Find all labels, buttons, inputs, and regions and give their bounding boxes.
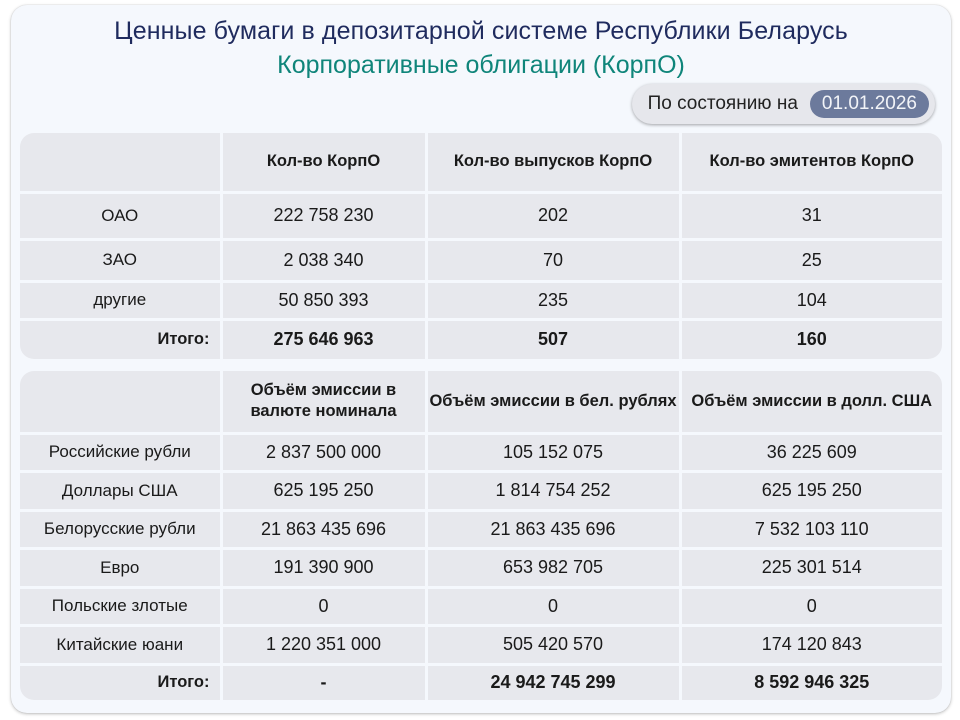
total-value: - [219, 662, 428, 700]
table-row: Евро 191 390 900 653 982 705 225 301 514 [20, 547, 942, 589]
column-header-empty [20, 371, 223, 435]
table-row: Польские злотые 0 0 0 [20, 585, 942, 627]
as-of-date: 01.01.2026 [809, 90, 929, 118]
cell-value: 625 195 250 [219, 470, 428, 512]
corp-bonds-count-table: Кол-во КорпО Кол-во выпусков КорпО Кол-в… [20, 133, 942, 359]
total-value: 160 [678, 317, 942, 359]
cell-value: 36 225 609 [678, 431, 942, 473]
table-row: Доллары США 625 195 250 1 814 754 252 62… [20, 470, 942, 512]
cell-value: 0 [678, 585, 942, 627]
table-row: ЗАО 2 038 340 70 25 [20, 237, 942, 283]
column-header-issues-count: Кол-во выпусков КорпО [424, 133, 682, 194]
cell-value: 0 [219, 585, 428, 627]
cell-value: 2 038 340 [219, 237, 428, 283]
table-row: Белорусские рубли 21 863 435 696 21 863 … [20, 508, 942, 550]
cell-value: 105 152 075 [424, 431, 682, 473]
column-header-issuers-count: Кол-во эмитентов КорпО [678, 133, 942, 194]
column-header-usd: Объём эмиссии в долл. США [678, 371, 942, 435]
cell-value: 21 863 435 696 [219, 508, 428, 550]
cell-value: 174 120 843 [678, 624, 942, 666]
cell-value: 104 [678, 279, 942, 321]
total-label: Итого: [20, 317, 223, 359]
cell-value: 25 [678, 237, 942, 283]
row-label: Белорусские рубли [20, 508, 223, 550]
row-label: Евро [20, 547, 223, 589]
column-header-bonds-count: Кол-во КорпО [219, 133, 428, 194]
cell-value: 202 [424, 190, 682, 241]
total-value: 275 646 963 [219, 317, 428, 359]
table-row: Российские рубли 2 837 500 000 105 152 0… [20, 431, 942, 473]
as-of-label: По состоянию на [647, 93, 798, 114]
cell-value: 2 837 500 000 [219, 431, 428, 473]
table-row: ОАО 222 758 230 202 31 [20, 190, 942, 241]
emission-volume-table: Объём эмиссии в валюте номинала Объём эм… [20, 371, 942, 700]
column-header-nominal-currency: Объём эмиссии в валюте номинала [219, 371, 428, 435]
column-header-byn: Объём эмиссии в бел. рублях [424, 371, 682, 435]
cell-value: 1 220 351 000 [219, 624, 428, 666]
row-label: Российские рубли [20, 431, 223, 473]
cell-value: 235 [424, 279, 682, 321]
table-row: другие 50 850 393 235 104 [20, 279, 942, 321]
cell-value: 7 532 103 110 [678, 508, 942, 550]
cell-value: 50 850 393 [219, 279, 428, 321]
cell-value: 222 758 230 [219, 190, 428, 241]
table-header-row: Объём эмиссии в валюте номинала Объём эм… [20, 371, 942, 435]
total-value: 8 592 946 325 [678, 662, 942, 700]
cell-value: 1 814 754 252 [424, 470, 682, 512]
as-of-date-badge: По состоянию на 01.01.2026 [631, 84, 935, 124]
row-label: Польские злотые [20, 585, 223, 627]
table-row: Китайские юани 1 220 351 000 505 420 570… [20, 624, 942, 666]
page-title: Ценные бумаги в депозитарной системе Рес… [114, 17, 848, 45]
report-card: Ценные бумаги в депозитарной системе Рес… [11, 5, 951, 713]
page-subtitle: Корпоративные облигации (КорпО) [277, 51, 685, 79]
total-value: 24 942 745 299 [424, 662, 682, 700]
cell-value: 31 [678, 190, 942, 241]
cell-value: 0 [424, 585, 682, 627]
total-value: 507 [424, 317, 682, 359]
column-header-empty [20, 133, 223, 194]
cell-value: 625 195 250 [678, 470, 942, 512]
cell-value: 70 [424, 237, 682, 283]
cell-value: 505 420 570 [424, 624, 682, 666]
row-label: Китайские юани [20, 624, 223, 666]
row-label: ОАО [20, 190, 223, 241]
total-row: Итого: 275 646 963 507 160 [20, 317, 942, 359]
row-label: ЗАО [20, 237, 223, 283]
total-row: Итого: - 24 942 745 299 8 592 946 325 [20, 662, 942, 700]
cell-value: 21 863 435 696 [424, 508, 682, 550]
total-label: Итого: [20, 662, 223, 700]
cell-value: 191 390 900 [219, 547, 428, 589]
row-label: Доллары США [20, 470, 223, 512]
cell-value: 225 301 514 [678, 547, 942, 589]
table-header-row: Кол-во КорпО Кол-во выпусков КорпО Кол-в… [20, 133, 942, 194]
cell-value: 653 982 705 [424, 547, 682, 589]
row-label: другие [20, 279, 223, 321]
